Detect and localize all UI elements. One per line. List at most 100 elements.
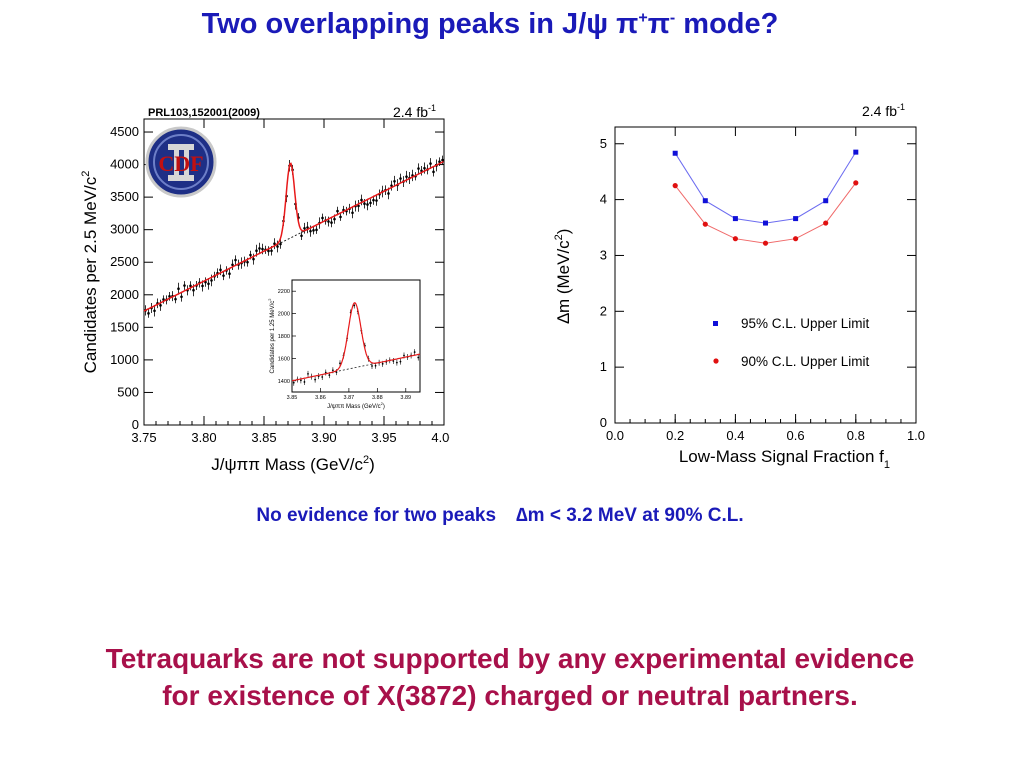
data-point — [219, 268, 222, 272]
data-point — [279, 242, 282, 246]
y-tick-label: 1000 — [110, 352, 139, 367]
note-mass-limit: ∆m < 3.2 MeV at 90% C.L. — [516, 505, 744, 526]
y-tick-label: 2500 — [110, 254, 139, 269]
inset-y-axis-label: Candidates per 1.25 MeV/c2 — [267, 298, 276, 374]
data-point — [192, 288, 195, 292]
inset-data-point — [403, 354, 405, 357]
inset-frame — [291, 279, 421, 393]
data-point — [339, 215, 342, 219]
data-point — [321, 216, 324, 220]
x-axis-label: J/ψππ Mass (GeV/c2) — [211, 454, 375, 474]
y-tick-label: 3000 — [110, 222, 139, 237]
data-point — [246, 260, 249, 264]
y-tick-label: 2000 — [110, 287, 139, 302]
mass-spectrum-chart: 3.75 3.80 3.85 3.90 3.95 4.00 0 500 1000 1500 2000… — [78, 96, 450, 476]
data-point — [174, 297, 177, 301]
legend-marker-95 — [713, 321, 718, 326]
luminosity-label-right: 2.4 fb-1 — [862, 102, 905, 119]
inset-x-tick-label: 3.88 — [372, 395, 383, 401]
data-point — [159, 304, 162, 307]
y-axis-label-right: ∆m (MeV/c2) — [553, 229, 573, 324]
inset-data-point — [324, 371, 327, 374]
point-90 — [672, 183, 678, 189]
right-y-tick-label: 3 — [600, 247, 607, 262]
data-point — [147, 312, 150, 315]
inset-data-point — [307, 372, 309, 375]
inset-fit-curve — [291, 302, 421, 382]
inset-data-point — [353, 304, 356, 307]
slide-title: Two overlapping peaks in J/ψ π+π- mode? — [201, 8, 779, 40]
data-point — [303, 226, 306, 230]
conclusion-line-2: for existence of X(3872) charged or neut… — [162, 680, 858, 711]
data-point — [363, 202, 366, 206]
data-point — [369, 201, 372, 205]
data-point — [222, 274, 225, 277]
legend-marker-90 — [713, 358, 719, 364]
inset-data-point — [292, 381, 295, 384]
conclusion-line-1: Tetraquarks are not supported by any exp… — [105, 643, 915, 674]
data-point — [252, 257, 255, 261]
data-point — [153, 309, 156, 313]
data-point — [261, 247, 264, 251]
right-x-tick-label: 1.0 — [907, 428, 925, 443]
note-two-peaks: No evidence for two peaks — [256, 505, 497, 526]
inset-y-tick-label: 1400 — [278, 379, 290, 385]
reference-label: PRL103,152001(2009) — [148, 107, 260, 119]
data-point — [300, 234, 303, 238]
data-point — [207, 282, 210, 286]
data-point — [162, 298, 165, 301]
data-point — [210, 279, 213, 282]
inset-data-point — [381, 362, 384, 365]
y-axis-label: Candidates per 2.5 MeV/c2 — [80, 171, 100, 374]
evidence-note: No evidence for two peaks ∆m < 3.2 MeV at… — [0, 505, 1000, 527]
right-x-tick-label: 0.0 — [606, 428, 624, 443]
data-point — [312, 229, 315, 232]
inset-data-point — [417, 356, 420, 359]
inset-data-point — [314, 378, 317, 381]
y-tick-label: 3500 — [110, 189, 139, 204]
x-axis-label-right: Low-Mass Signal Fraction f1 — [679, 447, 890, 471]
signal-fit-curve — [143, 160, 444, 312]
right-x-tick-label: 0.4 — [726, 428, 744, 443]
inset-x-tick-label: 3.89 — [400, 395, 411, 401]
inset-y-tick-label: 1800 — [278, 334, 290, 340]
data-point — [429, 162, 432, 165]
x-tick-label: 3.85 — [251, 430, 276, 445]
data-point — [309, 229, 312, 233]
inset-y-tick-label: 2000 — [278, 312, 290, 318]
inset-data-point — [374, 364, 377, 367]
inset-x-tick-label: 3.87 — [344, 395, 355, 401]
y-tick-label: 1500 — [110, 319, 139, 334]
point-90 — [762, 240, 769, 246]
inset-y-tick-label: 1600 — [278, 356, 290, 362]
point-90 — [732, 236, 738, 242]
legend-label-95: 95% C.L. Upper Limit — [741, 316, 870, 331]
x-tick-label: 3.80 — [191, 430, 216, 445]
data-point — [333, 217, 336, 221]
inset-data-point — [339, 362, 341, 365]
conclusion-text: Tetraquarks are not supported by any exp… — [0, 640, 1020, 714]
y-tick-label: 0 — [132, 417, 139, 432]
data-point — [189, 284, 192, 288]
data-point — [399, 177, 402, 180]
data-point — [336, 209, 339, 213]
inset-data-point — [399, 360, 402, 363]
inset-data-point — [321, 376, 324, 378]
data-point — [423, 166, 426, 170]
y-tick-label: 4000 — [110, 157, 139, 172]
point-95 — [732, 216, 738, 222]
inset-data-point — [328, 374, 331, 376]
mass-difference-limit-chart: 0.0 0.2 0.4 0.6 0.8 1.0 0 1 2 3 4 5 2.4 fb-1 Low-Ma… — [540, 96, 940, 476]
inset-x-tick-label: 3.85 — [287, 395, 298, 401]
data-point — [234, 258, 237, 262]
data-point — [330, 221, 333, 224]
data-point — [249, 253, 252, 257]
point-90 — [793, 236, 799, 242]
x-tick-label: 4.00 — [431, 430, 450, 445]
point-90 — [702, 221, 708, 227]
inset-data-point — [299, 379, 302, 382]
inset-data-point — [303, 381, 306, 383]
data-point — [258, 247, 261, 250]
point-95 — [672, 150, 678, 156]
data-point — [267, 249, 270, 253]
